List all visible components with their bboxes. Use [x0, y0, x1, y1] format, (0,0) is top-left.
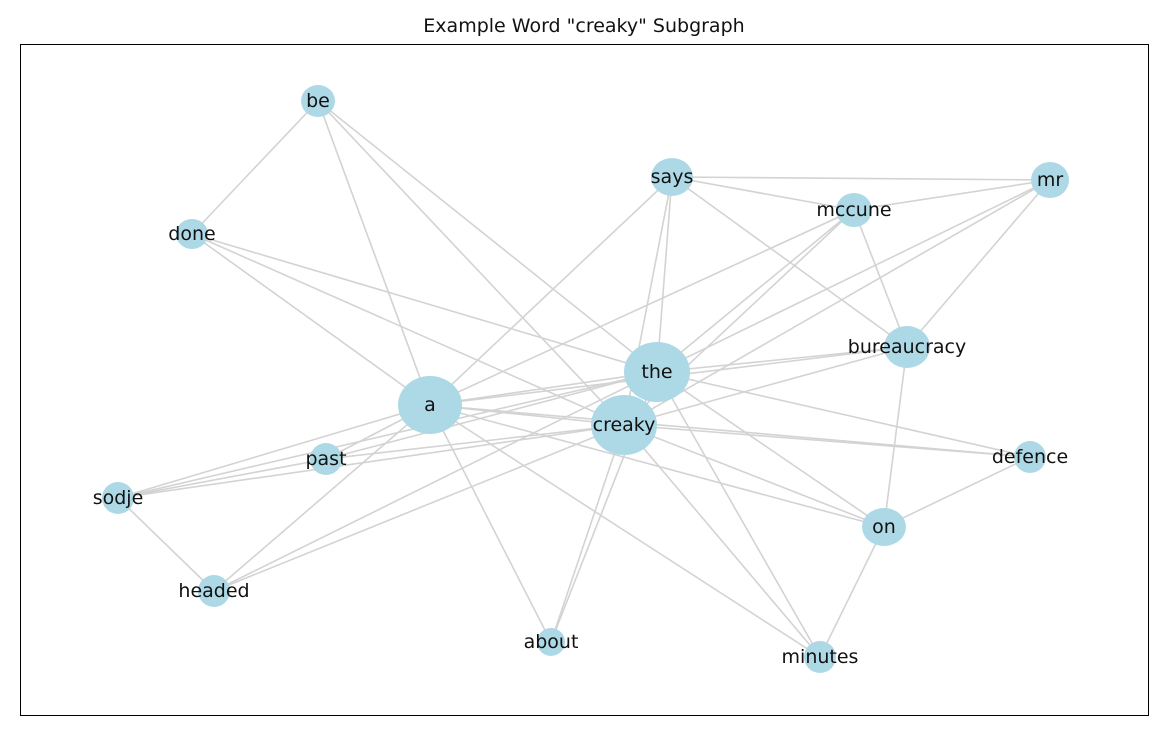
edge-mr-the [656, 179, 1051, 373]
node-circle-creaky [591, 395, 657, 455]
edge-creaky-defence [623, 424, 1031, 458]
edge-on-minutes [819, 526, 885, 658]
edge-be-creaky [317, 100, 625, 426]
edge-says-the [656, 176, 673, 373]
node-label-done: done [168, 223, 215, 245]
edge-a-on [429, 404, 885, 528]
node-mccune: mccune [816, 193, 892, 227]
edge-says-mccune [671, 176, 855, 211]
node-circle-says [651, 158, 693, 196]
edge-says-mr [671, 176, 1051, 181]
edge-the-minutes [656, 371, 821, 658]
edge-be-done [191, 100, 319, 235]
edge-the-on [656, 371, 885, 528]
node-on: on [862, 508, 906, 546]
edge-mccune-a [429, 209, 855, 406]
node-label-be: be [306, 90, 330, 112]
node-the: the [624, 342, 690, 402]
edge-a-headed [213, 404, 431, 592]
node-label-says: says [651, 166, 694, 188]
edge-a-minutes [429, 404, 821, 658]
node-label-on: on [872, 516, 896, 538]
edge-creaky-sodje [117, 424, 625, 499]
edge-the-defence [656, 371, 1031, 458]
node-label-creaky: creaky [593, 414, 656, 436]
node-label-past: past [305, 448, 346, 470]
edge-says-bureaucracy [671, 176, 908, 348]
node-circle-minutes [804, 641, 836, 673]
node-bureaucracy: bureaucracy [848, 326, 966, 368]
node-label-minutes: minutes [782, 646, 859, 668]
node-circle-bureaucracy [884, 326, 930, 368]
edge-the-sodje [117, 371, 658, 499]
edge-done-creaky [191, 233, 625, 426]
node-circle-defence [1014, 441, 1046, 473]
edge-layer [117, 100, 1051, 658]
edge-creaky-minutes [623, 424, 821, 658]
node-a: a [398, 376, 462, 434]
node-label-about: about [524, 631, 579, 653]
edge-done-a [191, 233, 431, 406]
edge-the-headed [213, 371, 658, 592]
node-label-mr: mr [1037, 169, 1064, 191]
node-sodje: sodje [93, 482, 144, 514]
edge-mr-bureaucracy [906, 179, 1051, 348]
edge-creaky-on [623, 424, 885, 528]
node-defence: defence [992, 441, 1068, 473]
node-done: done [168, 219, 216, 249]
node-layer: be says mr mccune done bureaucracy the a creaky p… [93, 85, 1069, 673]
edge-bureaucracy-on [883, 346, 908, 528]
node-label-a: a [424, 394, 436, 416]
node-minutes: minutes [782, 641, 859, 673]
node-circle-about [537, 628, 565, 656]
edge-bureaucracy-the [656, 346, 908, 373]
edge-on-defence [883, 456, 1031, 528]
node-circle-headed [198, 575, 230, 607]
node-circle-be [301, 85, 335, 117]
edge-mccune-mr [853, 179, 1051, 211]
edge-the-a [429, 371, 658, 406]
node-creaky: creaky [591, 395, 657, 455]
node-past: past [305, 443, 347, 475]
node-circle-a [398, 376, 462, 434]
edge-creaky-about [550, 424, 625, 643]
node-circle-on [862, 508, 906, 546]
edge-a-sodje [117, 404, 431, 499]
edge-done-the [191, 233, 658, 373]
node-circle-the [624, 342, 690, 402]
plot-frame [20, 44, 1149, 716]
node-says: says [651, 158, 694, 196]
edge-sodje-headed [117, 497, 215, 592]
node-label-mccune: mccune [816, 199, 891, 221]
node-mr: mr [1031, 162, 1069, 198]
node-circle-done [176, 219, 208, 249]
node-circle-past [310, 443, 342, 475]
edge-says-a [429, 176, 673, 406]
node-about: about [524, 628, 579, 656]
node-label-sodje: sodje [93, 487, 144, 509]
node-label-headed: headed [178, 580, 249, 602]
edge-the-past [325, 371, 658, 460]
node-be: be [301, 85, 335, 117]
edge-creaky-headed [213, 424, 625, 592]
edge-mr-creaky [623, 179, 1051, 426]
node-headed: headed [178, 575, 250, 607]
node-circle-sodje [102, 482, 134, 514]
node-label-bureaucracy: bureaucracy [848, 336, 966, 358]
edge-be-the [317, 100, 658, 373]
edge-be-a [317, 100, 431, 406]
edge-sodje-past [117, 458, 327, 499]
chart-title: Example Word "creaky" Subgraph [423, 15, 745, 37]
node-circle-mccune [836, 193, 872, 227]
edge-creaky-past [325, 424, 625, 460]
edge-mccune-the [656, 209, 855, 373]
node-circle-mr [1031, 162, 1069, 198]
edge-bureaucracy-creaky [623, 346, 908, 426]
node-label-the: the [641, 361, 672, 383]
edge-mccune-bureaucracy [853, 209, 908, 348]
node-label-defence: defence [992, 446, 1068, 468]
